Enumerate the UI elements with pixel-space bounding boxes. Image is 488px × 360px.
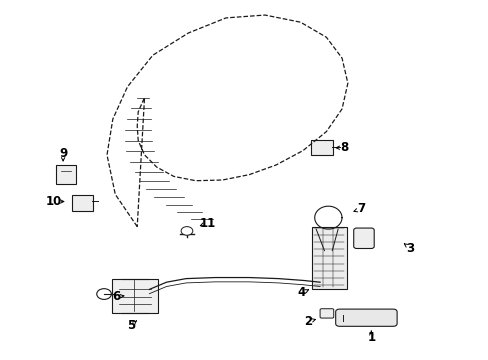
- FancyBboxPatch shape: [353, 228, 373, 248]
- Text: 7: 7: [357, 202, 365, 215]
- Text: 1: 1: [366, 331, 375, 344]
- Text: 2: 2: [303, 315, 311, 328]
- FancyBboxPatch shape: [320, 309, 333, 318]
- FancyBboxPatch shape: [112, 279, 158, 313]
- Circle shape: [181, 226, 192, 235]
- Text: 6: 6: [112, 290, 121, 303]
- FancyBboxPatch shape: [56, 165, 76, 184]
- Text: 4: 4: [297, 287, 305, 300]
- FancyBboxPatch shape: [335, 309, 396, 326]
- Text: 5: 5: [127, 319, 135, 332]
- Circle shape: [97, 289, 111, 300]
- FancyBboxPatch shape: [310, 140, 332, 155]
- Text: 11: 11: [200, 216, 216, 230]
- FancyBboxPatch shape: [311, 226, 346, 289]
- FancyBboxPatch shape: [72, 195, 93, 211]
- Text: 3: 3: [406, 242, 413, 255]
- Text: 9: 9: [59, 147, 67, 159]
- Text: 10: 10: [45, 195, 61, 208]
- Text: 8: 8: [340, 141, 348, 154]
